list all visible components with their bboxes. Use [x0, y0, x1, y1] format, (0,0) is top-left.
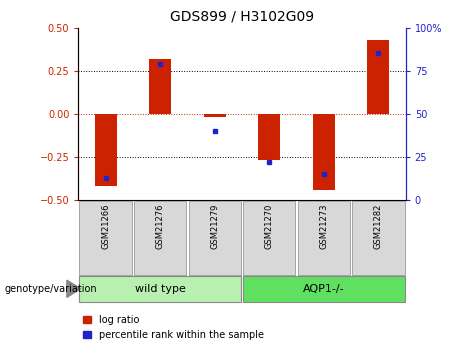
Text: GSM21266: GSM21266 [101, 204, 110, 249]
FancyBboxPatch shape [298, 201, 350, 275]
Text: GSM21270: GSM21270 [265, 204, 274, 249]
Title: GDS899 / H3102G09: GDS899 / H3102G09 [170, 10, 314, 24]
Text: GSM21279: GSM21279 [210, 204, 219, 249]
FancyBboxPatch shape [352, 201, 405, 275]
Text: genotype/variation: genotype/variation [5, 284, 97, 294]
Text: wild type: wild type [135, 284, 186, 294]
Bar [367, 40, 389, 114]
FancyBboxPatch shape [243, 276, 405, 302]
Bar [149, 59, 171, 114]
FancyBboxPatch shape [189, 201, 241, 275]
Text: GSM21276: GSM21276 [156, 204, 165, 249]
Legend: log ratio, percentile rank within the sample: log ratio, percentile rank within the sa… [83, 315, 264, 340]
FancyBboxPatch shape [243, 201, 296, 275]
FancyBboxPatch shape [134, 201, 186, 275]
Bar [204, 114, 226, 117]
Text: AQP1-/-: AQP1-/- [303, 284, 345, 294]
Bar [258, 114, 280, 160]
Text: GSM21273: GSM21273 [319, 204, 328, 249]
Text: GSM21282: GSM21282 [374, 204, 383, 249]
Bar [95, 114, 117, 186]
Bar [313, 114, 335, 190]
FancyBboxPatch shape [79, 201, 132, 275]
FancyBboxPatch shape [79, 276, 241, 302]
